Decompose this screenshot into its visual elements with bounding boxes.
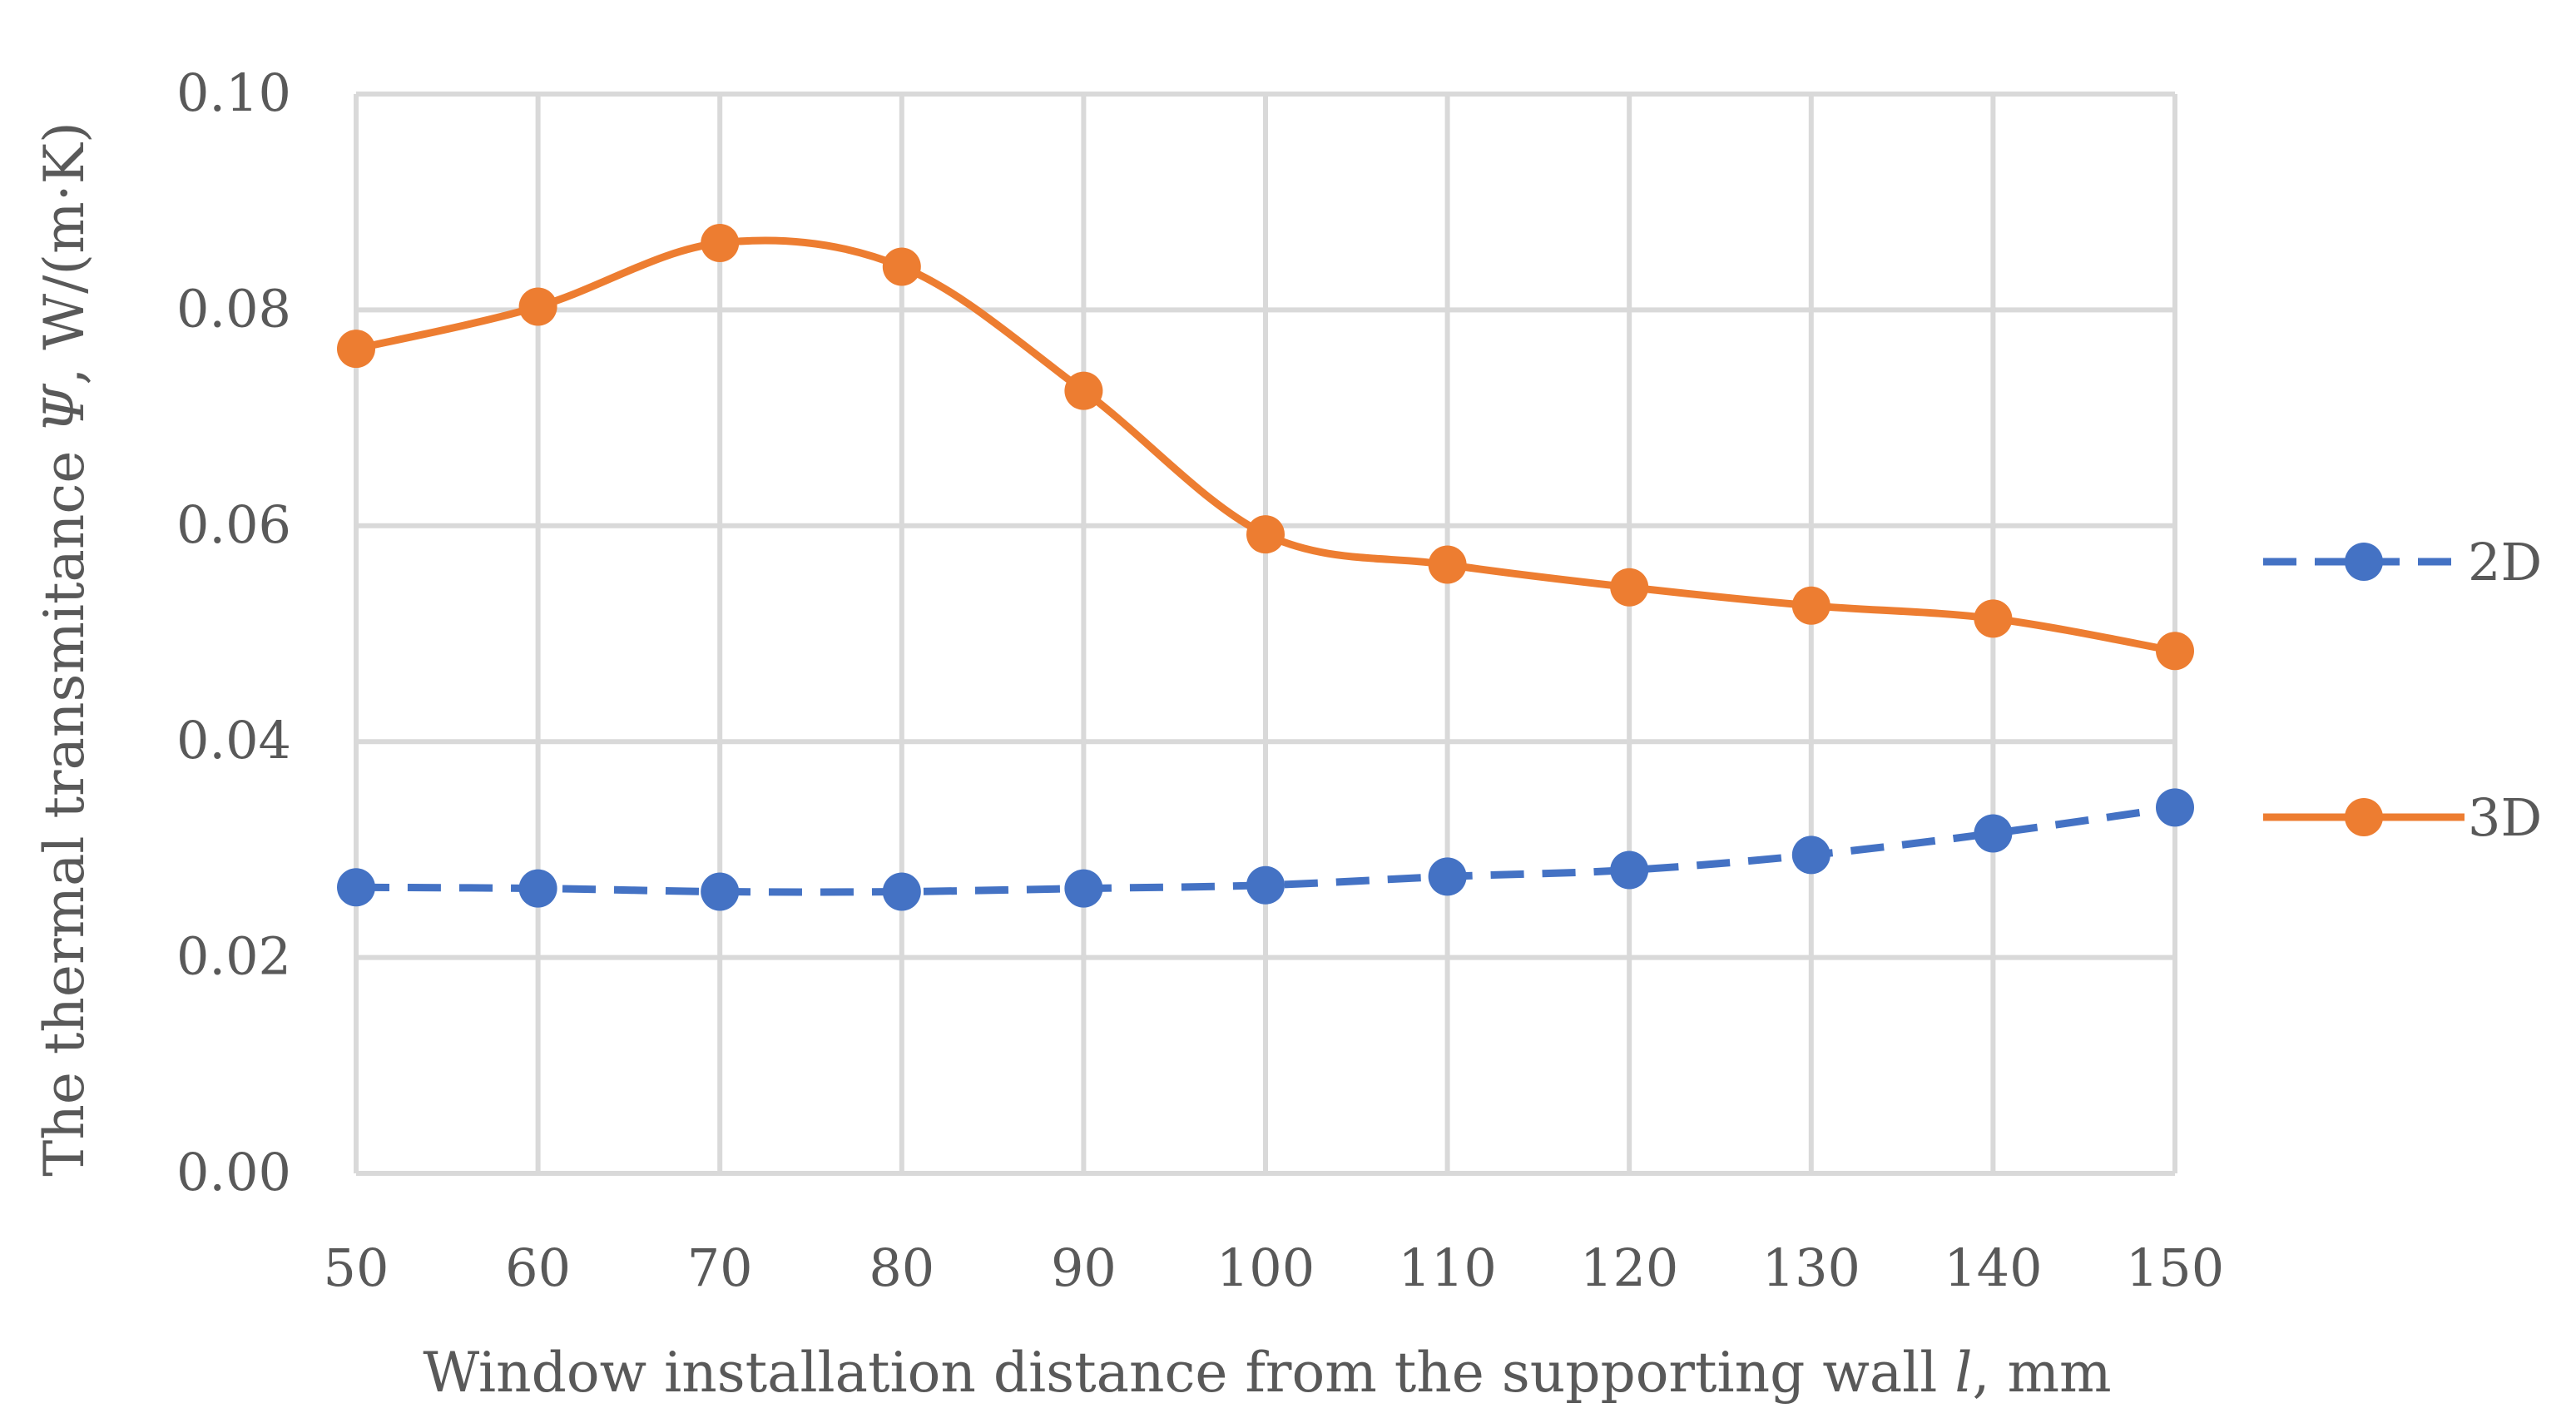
data-point-3d	[1791, 586, 1830, 625]
data-point-3d	[518, 287, 557, 326]
x-tick-labels: 50 60 70 80 90 100 110 120 130 140 150	[324, 1237, 2225, 1298]
data-point-2d	[1428, 857, 1467, 896]
data-point-2d	[1974, 814, 2013, 853]
x-tick-label: 100	[1216, 1237, 1315, 1298]
data-point-3d	[2156, 632, 2194, 671]
data-point-3d	[1610, 568, 1649, 607]
data-point-2d	[701, 872, 740, 911]
x-tick-label: 90	[1051, 1237, 1117, 1298]
data-point-3d	[1246, 515, 1285, 554]
y-tick-label: 0.10	[176, 62, 291, 123]
data-point-3d	[1974, 599, 2013, 638]
data-point-2d	[518, 869, 557, 908]
data-point-2d	[337, 868, 375, 907]
x-tick-label: 150	[2126, 1237, 2224, 1298]
x-axis-title: Window installation distance from the su…	[423, 1341, 2111, 1405]
data-point-3d	[1428, 545, 1467, 584]
gridlines	[354, 92, 2177, 1176]
x-tick-label: 130	[1762, 1237, 1860, 1298]
y-tick-label: 0.02	[176, 926, 291, 987]
data-point-3d	[701, 223, 740, 262]
data-point-3d	[1064, 371, 1103, 410]
x-tick-label: 70	[687, 1237, 753, 1298]
x-tick-label: 140	[1944, 1237, 2042, 1298]
legend-label-2d: 2D	[2468, 532, 2542, 593]
legend-marker-2d	[2345, 543, 2383, 581]
y-tick-label: 0.06	[176, 494, 291, 555]
data-point-3d	[882, 247, 921, 286]
x-tick-label: 120	[1580, 1237, 1678, 1298]
legend: 2D 3D	[2263, 532, 2542, 848]
data-point-3d	[337, 330, 375, 369]
data-point-2d	[1064, 869, 1103, 908]
x-tick-label: 110	[1398, 1237, 1496, 1298]
data-point-2d	[1791, 835, 1830, 875]
data-point-2d	[882, 872, 921, 911]
y-axis-title: The thermal transmitance Ψ, W/(m·K)	[32, 121, 97, 1176]
data-point-2d	[1246, 865, 1285, 905]
y-tick-label: 0.08	[176, 278, 291, 339]
x-tick-label: 60	[505, 1237, 571, 1298]
data-point-2d	[1610, 850, 1649, 890]
x-tick-label: 80	[869, 1237, 934, 1298]
x-tick-label: 50	[324, 1237, 389, 1298]
series-markers	[337, 223, 2194, 911]
y-tick-label: 0.00	[176, 1142, 291, 1202]
legend-marker-3d	[2345, 798, 2383, 836]
data-point-2d	[2156, 788, 2194, 827]
y-tick-labels: 0.00 0.02 0.04 0.06 0.08 0.10	[176, 62, 291, 1202]
y-tick-label: 0.04	[176, 710, 291, 771]
legend-label-3d: 3D	[2468, 787, 2542, 848]
